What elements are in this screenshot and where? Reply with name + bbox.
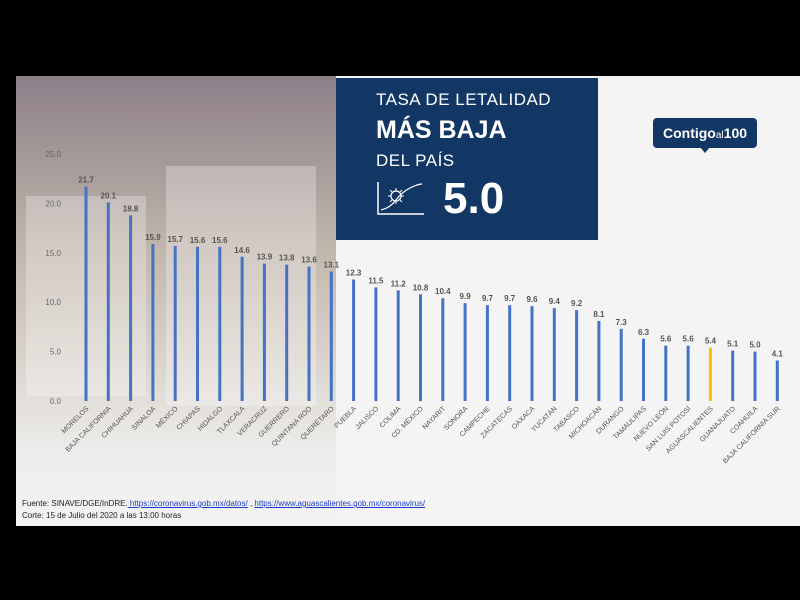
bar [374, 287, 378, 401]
y-tick-label: 20.0 [45, 199, 61, 208]
bar [575, 310, 579, 401]
bar [329, 271, 333, 401]
data-label: 7.3 [616, 318, 628, 327]
data-label: 13.1 [324, 261, 340, 270]
y-tick-label: 25.0 [45, 150, 61, 159]
bar [240, 256, 244, 401]
bar [419, 294, 422, 401]
data-label: 12.3 [346, 268, 362, 277]
bar [352, 279, 356, 401]
bar [285, 264, 289, 401]
data-label: 13.8 [279, 254, 295, 263]
bar [552, 308, 556, 401]
data-label: 5.0 [749, 341, 761, 350]
data-label: 5.1 [727, 340, 739, 349]
bar [664, 345, 668, 401]
data-label: 15.6 [190, 236, 206, 245]
data-label: 8.1 [593, 310, 605, 319]
title-line-2: MÁS BAJA [376, 116, 507, 144]
bar [597, 320, 601, 401]
bar [485, 305, 489, 401]
category-label: JALISCO [355, 405, 381, 431]
data-label: 15.6 [212, 236, 228, 245]
bar [463, 303, 467, 401]
data-label: 9.7 [482, 294, 494, 303]
coronavirus-link[interactable]: https://coronavirus.gob.mx/datos/ [127, 499, 248, 508]
category-label: QUINTANA ROO [271, 405, 314, 448]
title-line-1: TASA DE LETALIDAD [376, 90, 552, 109]
source-note: Fuente: SINAVE/DGE/InDRE. https://corona… [22, 499, 426, 508]
logo-tail [700, 147, 710, 153]
data-label: 14.6 [234, 246, 250, 255]
bar [196, 246, 199, 401]
data-label: 5.4 [705, 337, 717, 346]
data-label: 11.2 [391, 279, 407, 288]
bar [530, 306, 534, 401]
data-label: 5.6 [660, 335, 672, 344]
bar [106, 202, 110, 401]
data-label: 9.7 [504, 294, 516, 303]
y-tick-label: 5.0 [50, 348, 62, 357]
y-tick-label: 0.0 [50, 397, 62, 406]
bar [753, 351, 757, 401]
contigo-al-100-logo: Contigoal100 [653, 118, 757, 148]
bar [129, 215, 133, 401]
bar [396, 290, 400, 401]
data-label: 11.5 [368, 276, 384, 285]
aguascalientes-link[interactable]: https://www.aguascalientes.gob.mx/corona… [254, 499, 426, 508]
bar [508, 305, 512, 401]
data-label: 15.9 [145, 233, 161, 242]
cutoff-date: Corte: 15 de Julio del 2020 a las 13:00 … [22, 511, 182, 520]
y-tick-label: 10.0 [45, 298, 61, 307]
bar [151, 243, 155, 401]
data-label: 15.7 [167, 235, 183, 244]
title-line-3: DEL PAÍS [376, 151, 455, 170]
data-label: 9.9 [460, 292, 472, 301]
category-label: SINALOA [131, 405, 158, 432]
data-label: 5.6 [683, 335, 695, 344]
bar [619, 328, 623, 401]
data-label: 13.6 [301, 256, 317, 265]
data-label: 18.8 [123, 204, 139, 213]
y-tick-label: 15.0 [45, 249, 61, 258]
bar [775, 360, 779, 401]
bar [173, 245, 177, 401]
headline-value: 5.0 [443, 174, 505, 223]
bar [686, 345, 690, 401]
bar [441, 298, 445, 401]
bar [84, 186, 88, 401]
bar [307, 266, 311, 401]
chart-virus-icon [377, 182, 424, 215]
data-label: 10.8 [413, 283, 429, 292]
data-label: 4.1 [772, 349, 784, 358]
title-box: TASA DE LETALIDAD MÁS BAJA DEL PAÍS 5.0 [336, 78, 598, 240]
data-label: 13.9 [257, 253, 273, 262]
data-label: 9.4 [549, 297, 561, 306]
data-label: 6.3 [638, 328, 650, 337]
data-label: 9.2 [571, 299, 583, 308]
bar [218, 246, 222, 401]
bar [731, 350, 735, 401]
bar [262, 263, 266, 401]
data-label: 9.6 [526, 295, 538, 304]
data-label: 20.1 [101, 191, 117, 200]
bar [642, 338, 645, 401]
bar [708, 347, 712, 401]
data-label: 10.4 [435, 287, 451, 296]
data-label: 21.7 [78, 176, 94, 185]
